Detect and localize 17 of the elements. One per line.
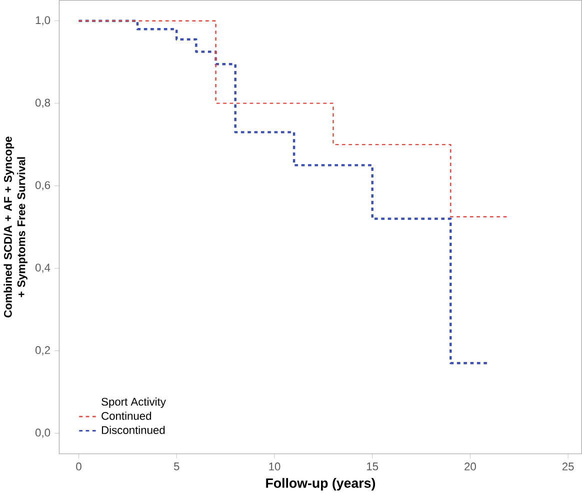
x-tick-label: 0 <box>76 462 82 470</box>
y-tick-label: 1,0 <box>36 16 50 26</box>
y-tick-label: 0,4 <box>35 264 50 273</box>
y-tick-label: 0,8 <box>35 98 50 108</box>
legend-title: Sport Activity <box>102 397 166 408</box>
x-tick-label: 15 <box>367 462 378 470</box>
y-tick-label: 0,0 <box>35 428 50 438</box>
x-tick-label: 25 <box>562 462 574 470</box>
x-tick-label: 20 <box>464 462 476 470</box>
x-tick-label: 5 <box>174 462 180 470</box>
legend-label: Continued <box>102 412 152 420</box>
x-axis-title: Follow-up (years) <box>266 478 376 490</box>
legend-label: Discontinued <box>102 426 165 434</box>
x-tick-label: 10 <box>269 462 280 470</box>
y-tick-label: 0,6 <box>35 181 50 190</box>
y-axis-title: Combined SCD/A + AF + Syncope + Symptoms Free Survival <box>4 136 28 318</box>
y-tick-label: 0,2 <box>35 346 50 356</box>
